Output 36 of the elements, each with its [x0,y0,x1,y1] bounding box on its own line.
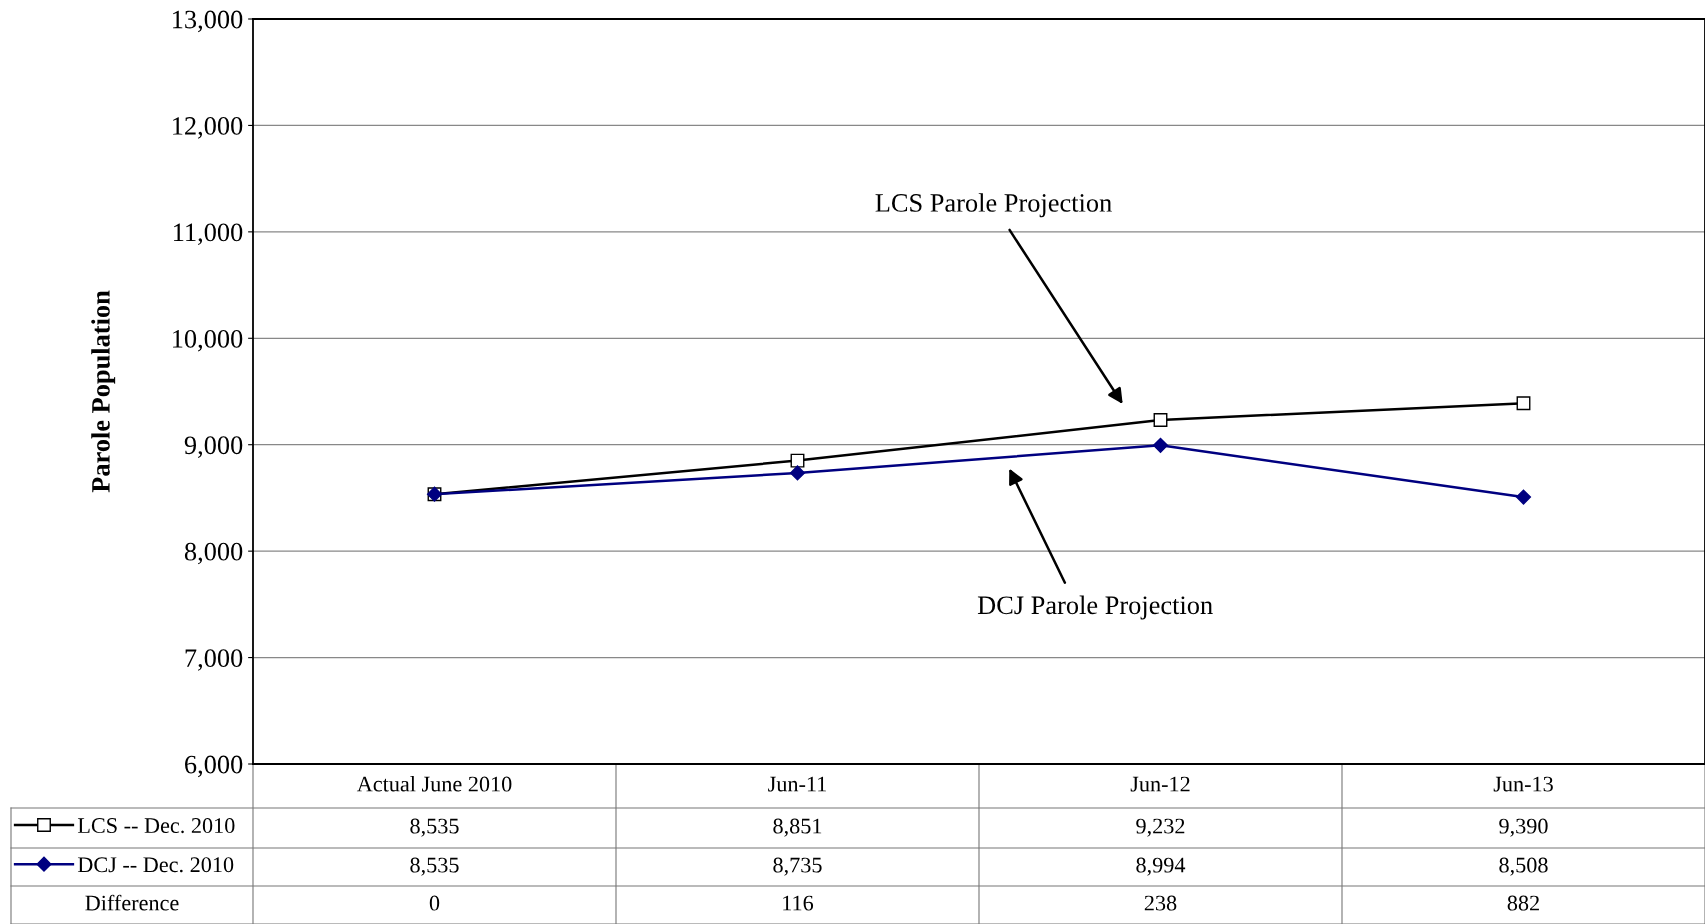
text: 116 [783,895,814,911]
point [1516,396,1531,411]
annotation: DCJ Parole Projection [977,595,1213,620]
data-label: 8,535 [410,857,459,876]
annotation: LCS Parole Projection [875,193,1112,218]
legend-label: DCJ -- Dec. 2010 [77,857,234,873]
x-tick-label: Jun-13 [1493,776,1553,792]
y-tick-label: 12,000 [173,117,243,139]
y-axis-title: Parole Population [91,290,116,493]
data-label: 8,994 [1136,857,1186,876]
y-tick-label: 10,000 [173,329,243,352]
data-label: 8,535 [410,818,459,837]
x-tick-label: Actual June 2010 [356,775,512,792]
y-tick-label: 7,000 [185,649,243,671]
point [1515,489,1532,505]
y-tick-label: 11,000 [174,223,243,246]
data-label: 8,851 [773,818,822,837]
x-tick-label: Jun-12 [1130,776,1190,792]
point [789,465,806,481]
point [1153,413,1168,427]
text: 882 [1507,895,1539,911]
y-tick-label: 13,000 [173,10,243,33]
data-label: 9,390 [1499,818,1548,837]
point [1152,437,1169,453]
legend-label: LCS -- Dec. 2010 [77,818,235,834]
y-tick-label: 8,000 [184,542,243,565]
x-tick-label: Jun-11 [768,776,826,792]
data-label: 8,508 [1499,857,1548,876]
point [790,453,805,468]
y-tick-label: 6,000 [185,755,243,778]
text: 238 [1144,895,1177,911]
y-tick-label: 9,000 [184,436,243,458]
data-label: 9,232 [1136,818,1185,837]
text: 0 [429,895,440,911]
text: Difference [85,894,179,911]
data-label: 8,735 [773,857,822,876]
